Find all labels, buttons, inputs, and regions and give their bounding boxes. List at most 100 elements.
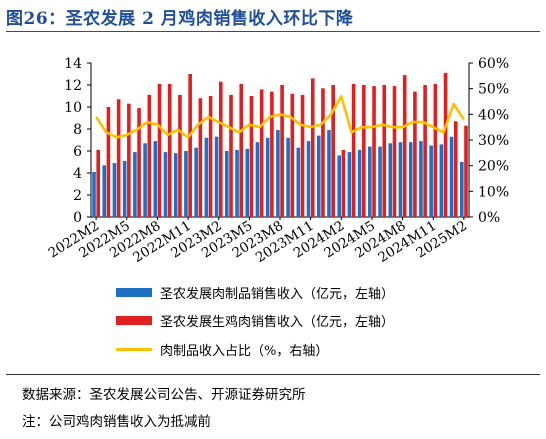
bar-raw-chicken — [178, 94, 182, 217]
figure-title: 图26：圣农发展 2 月鸡肉销售收入环比下降 — [6, 9, 354, 29]
left-tick-label: 4 — [73, 166, 82, 182]
bar-processed-meat — [347, 152, 352, 217]
bar-raw-chicken — [290, 93, 295, 217]
bar-processed-meat — [184, 151, 188, 217]
bar-raw-chicken — [219, 81, 223, 217]
right-tick-label: 10% — [478, 184, 509, 200]
bar-processed-meat — [306, 141, 311, 217]
left-tick-label: 2 — [73, 188, 82, 204]
bar-raw-chicken — [127, 103, 131, 217]
bar-raw-chicken — [116, 99, 121, 217]
right-tick-label: 60% — [478, 56, 509, 72]
bar-processed-meat — [255, 142, 260, 217]
bar-processed-meat — [316, 135, 321, 217]
line-share — [95, 95, 465, 139]
bar-processed-meat — [276, 130, 280, 217]
bar-raw-chicken — [453, 121, 458, 217]
bar-processed-meat — [235, 149, 239, 217]
bar-processed-meat — [265, 137, 270, 217]
bar-processed-meat — [408, 142, 413, 217]
bar-raw-chicken — [259, 89, 264, 217]
bar-raw-chicken — [137, 108, 141, 217]
bar-raw-chicken — [167, 83, 172, 218]
legend-item-raw-chicken: 圣农发展生鸡肉销售收入（亿元，左轴） — [116, 311, 394, 330]
bar-raw-chicken — [270, 91, 274, 217]
bar-processed-meat — [357, 149, 362, 217]
bar-raw-chicken — [96, 149, 101, 217]
bar-raw-chicken — [208, 96, 213, 217]
bar-processed-meat — [419, 141, 423, 217]
left-tick-label: 6 — [73, 144, 82, 160]
source-note: 数据来源：圣农发展公司公告、开源证券研究所 — [22, 387, 306, 403]
left-tick-label: 14 — [64, 56, 82, 72]
bar-processed-meat — [388, 143, 393, 217]
left-tick-label: 0 — [73, 210, 82, 226]
left-tick-label: 8 — [73, 122, 82, 138]
right-tick-label: 0% — [478, 210, 500, 226]
right-tick-label: 20% — [478, 159, 509, 175]
bar-processed-meat — [378, 146, 382, 217]
bar-raw-chicken — [464, 125, 468, 217]
right-tick-label: 30% — [478, 133, 509, 149]
bar-line-chart: 024681012140%10%20%30%40%50%60%2022M2202… — [46, 56, 510, 266]
legend-label-raw-chicken: 圣农发展生鸡肉销售收入（亿元，左轴） — [160, 315, 395, 330]
bar-processed-meat — [449, 136, 454, 217]
bar-raw-chicken — [188, 74, 192, 217]
bar-raw-chicken — [423, 85, 427, 217]
bar-processed-meat — [398, 142, 403, 217]
legend-swatch-share — [116, 348, 152, 351]
legend-swatch-raw-chicken — [116, 316, 152, 325]
footnote: 注：公司鸡肉销售收入为抵减前 — [22, 414, 211, 430]
bar-raw-chicken — [280, 85, 284, 217]
bar-processed-meat — [225, 151, 229, 217]
bar-raw-chicken — [321, 88, 325, 217]
bar-processed-meat — [286, 137, 290, 217]
right-tick-label: 50% — [478, 82, 509, 98]
bar-processed-meat — [429, 145, 433, 217]
bar-raw-chicken — [300, 94, 305, 217]
bar-raw-chicken — [413, 91, 417, 217]
bar-processed-meat — [133, 152, 137, 217]
bar-raw-chicken — [341, 149, 346, 217]
bar-raw-chicken — [229, 94, 233, 217]
bar-processed-meat — [368, 146, 372, 217]
bar-raw-chicken — [106, 107, 111, 217]
bar-raw-chicken — [362, 85, 366, 217]
bar-processed-meat — [122, 160, 127, 217]
bar-processed-meat — [112, 163, 117, 217]
left-tick-label: 12 — [64, 78, 82, 94]
bar-raw-chicken — [198, 98, 203, 217]
bar-raw-chicken — [310, 78, 315, 218]
bar-raw-chicken — [239, 83, 244, 218]
bar-processed-meat — [459, 162, 464, 217]
bar-raw-chicken — [147, 94, 152, 217]
bar-raw-chicken — [249, 96, 254, 217]
bar-processed-meat — [214, 136, 219, 217]
legend-label-processed-meat: 圣农发展肉制品销售收入（亿元，左轴） — [160, 287, 395, 302]
bar-processed-meat — [204, 137, 209, 217]
bar-processed-meat — [163, 152, 168, 217]
source-rule — [6, 374, 540, 375]
legend-label-share: 肉制品收入占比（%，右轴） — [160, 344, 329, 359]
bar-raw-chicken — [382, 85, 387, 217]
bar-raw-chicken — [433, 83, 438, 218]
bar-processed-meat — [327, 130, 331, 217]
bar-processed-meat — [439, 144, 444, 217]
bar-raw-chicken — [372, 86, 376, 217]
title-rule — [6, 31, 540, 32]
bar-raw-chicken — [331, 85, 335, 217]
bar-processed-meat — [296, 147, 301, 217]
bar-raw-chicken — [157, 83, 162, 218]
bar-raw-chicken — [402, 75, 407, 217]
legend-item-share: 肉制品收入占比（%，右轴） — [116, 340, 328, 359]
bar-processed-meat — [102, 165, 107, 217]
bar-processed-meat — [173, 153, 178, 217]
legend-swatch-processed-meat — [116, 288, 152, 297]
left-tick-label: 10 — [64, 100, 82, 116]
bar-processed-meat — [194, 147, 198, 217]
legend-item-processed-meat: 圣农发展肉制品销售收入（亿元，左轴） — [116, 283, 394, 302]
bar-raw-chicken — [443, 72, 448, 218]
bar-processed-meat — [245, 148, 250, 217]
bar-processed-meat — [153, 141, 158, 217]
right-tick-label: 40% — [478, 107, 509, 123]
